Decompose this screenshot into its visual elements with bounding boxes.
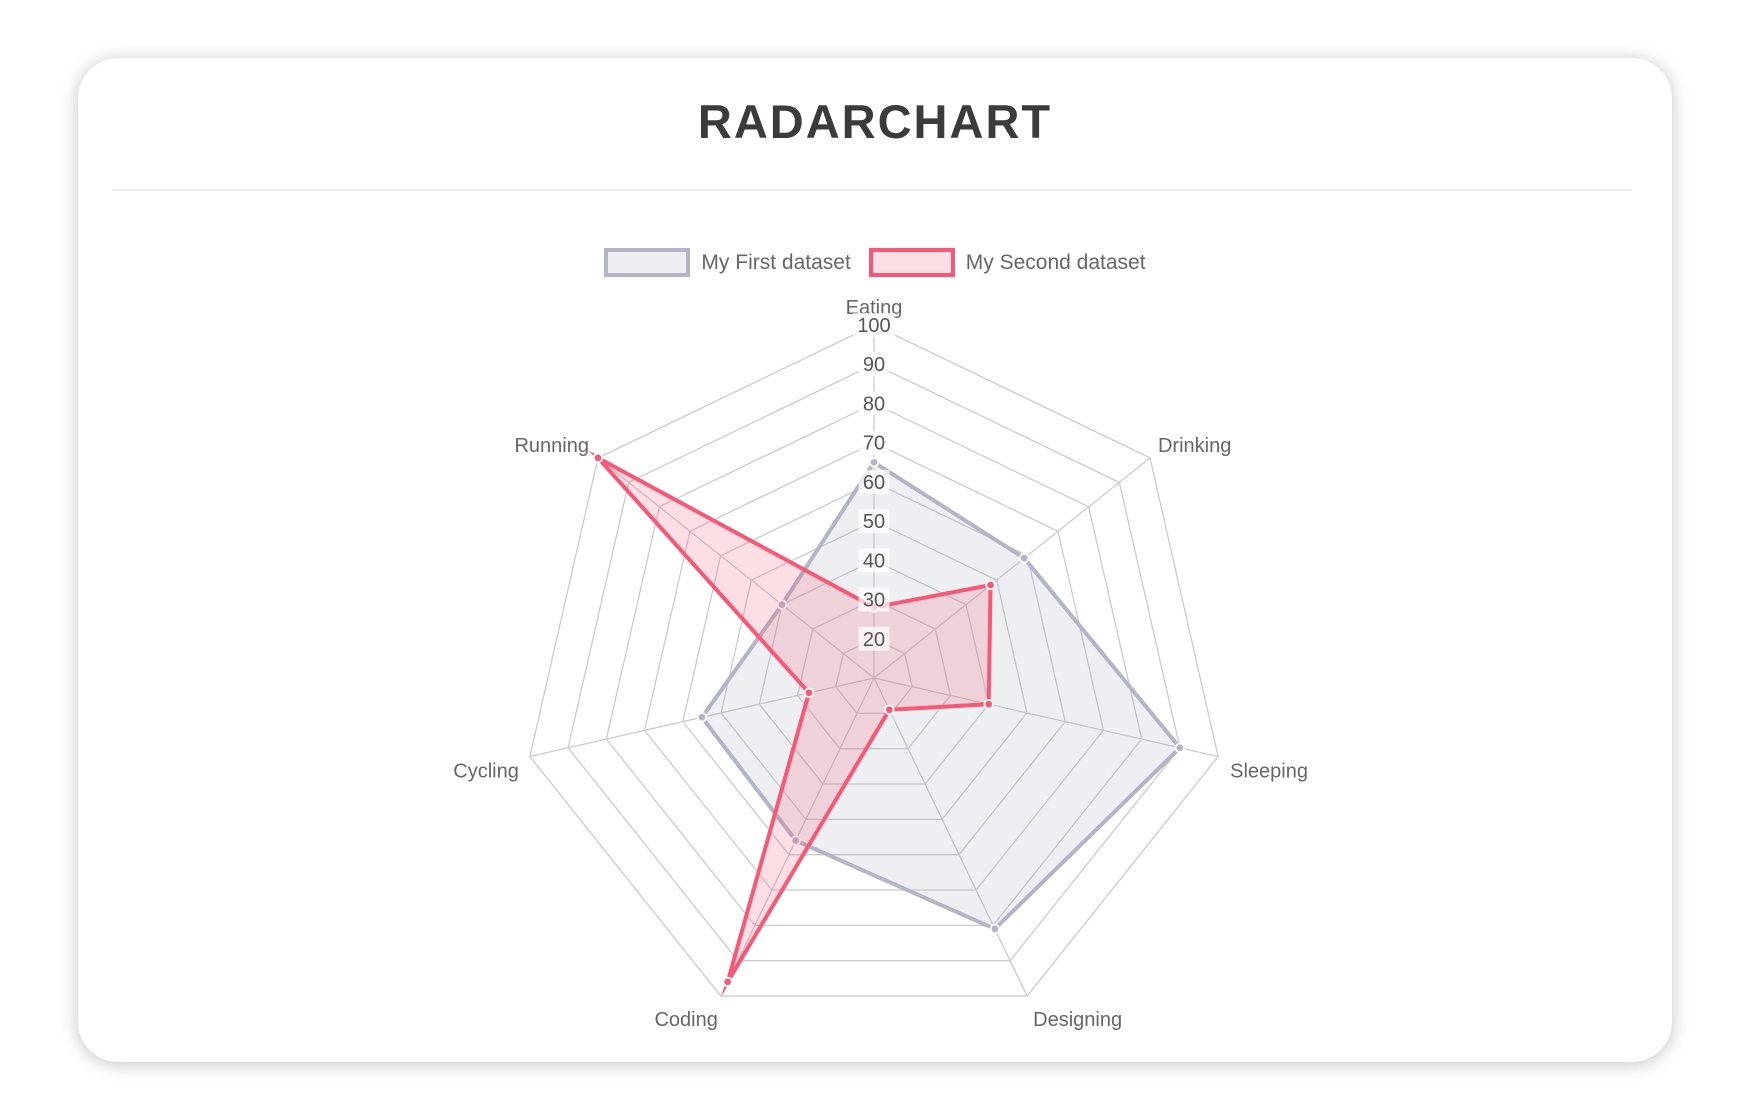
grid-ring-50 <box>720 520 1028 821</box>
grid-ring-30 <box>796 598 952 750</box>
point-my-second-dataset-coding[interactable] <box>722 976 733 988</box>
point-my-first-dataset-designing[interactable] <box>989 923 1001 935</box>
grid-ring-90 <box>567 363 1181 962</box>
grid-ring-40 <box>758 559 990 785</box>
legend-swatch-second-dataset <box>868 248 955 277</box>
dataset-0-line <box>699 459 1183 932</box>
grid-ring-100 <box>529 324 1219 997</box>
grid-ring-20 <box>835 638 913 714</box>
axis-label-sleeping: Sleeping <box>1230 761 1308 783</box>
tick-backdrop-70 <box>858 430 890 455</box>
legend-swatch-first-dataset <box>604 248 691 277</box>
axis-spoke-running <box>597 457 875 679</box>
point-my-second-dataset-running[interactable] <box>592 452 604 464</box>
legend: My First dataset My Second dataset <box>78 248 1672 277</box>
point-my-second-dataset-cycling[interactable] <box>803 687 815 699</box>
axis-spoke-designing <box>873 677 1028 997</box>
tick-label-70: 70 <box>863 433 885 455</box>
tick-label-50: 50 <box>863 511 885 533</box>
grid-ring-70 <box>643 441 1105 891</box>
chart-card: RADARCHART My First dataset My Second da… <box>78 58 1672 1062</box>
tick-backdrop-100 <box>852 313 896 337</box>
point-my-second-dataset-sleeping[interactable] <box>983 698 994 710</box>
tick-label-30: 30 <box>863 590 885 612</box>
point-my-first-dataset-sleeping[interactable] <box>1174 742 1186 754</box>
tick-label-40: 40 <box>863 550 885 572</box>
tick-label-60: 60 <box>863 472 885 494</box>
tick-backdrop-60 <box>858 469 890 494</box>
chart-title: RADARCHART <box>697 95 1053 148</box>
tick-backdrop-40 <box>858 548 890 573</box>
axis-spoke-drinking <box>873 457 1151 679</box>
point-my-second-dataset-drinking[interactable] <box>985 579 996 591</box>
dataset-1-line <box>588 450 993 996</box>
grid-ring-60 <box>682 481 1066 856</box>
divider <box>112 189 1632 191</box>
legend-label-first-dataset: My First dataset <box>701 250 851 274</box>
tick-label-20: 20 <box>863 629 885 651</box>
tick-backdrop-90 <box>858 352 890 377</box>
axis-label-designing: Designing <box>1033 1009 1122 1031</box>
tick-backdrop-80 <box>858 391 890 416</box>
legend-item-second-dataset[interactable]: My Second dataset <box>868 248 1146 277</box>
tick-label-80: 80 <box>863 393 885 415</box>
point-my-first-dataset-running[interactable] <box>776 599 788 610</box>
axis-spoke-sleeping <box>873 677 1219 758</box>
tick-backdrop-30 <box>858 587 890 612</box>
radar-chart[interactable]: EatingDrinkingSleepingDesigningCodingCyc… <box>78 58 1672 1062</box>
point-my-first-dataset-drinking[interactable] <box>1019 552 1030 564</box>
axis-label-coding: Coding <box>654 1009 717 1031</box>
point-my-second-dataset-designing[interactable] <box>884 704 895 716</box>
tick-backdrop-20 <box>858 626 890 651</box>
point-my-first-dataset-eating[interactable] <box>868 457 880 468</box>
tick-backdrop-50 <box>858 509 890 534</box>
axis-label-drinking: Drinking <box>1158 435 1231 457</box>
legend-label-second-dataset: My Second dataset <box>965 250 1146 274</box>
axis-label-cycling: Cycling <box>453 761 519 783</box>
legend-item-first-dataset[interactable]: My First dataset <box>604 248 851 277</box>
point-my-first-dataset-cycling[interactable] <box>696 712 708 723</box>
axis-label-running: Running <box>514 435 589 457</box>
tick-label-100: 100 <box>857 315 890 337</box>
grid-ring-80 <box>605 402 1143 927</box>
tick-label-90: 90 <box>863 354 885 376</box>
point-my-first-dataset-coding[interactable] <box>790 835 801 846</box>
